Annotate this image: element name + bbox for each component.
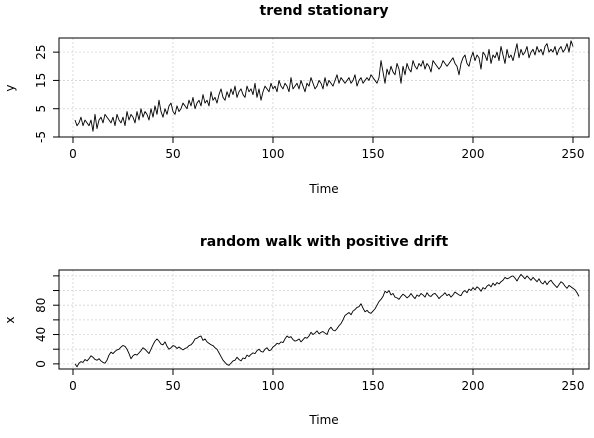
x-tick-label: 50 — [165, 379, 180, 393]
plot-frame — [58, 37, 590, 138]
x-tick-label: 0 — [69, 379, 77, 393]
y-axis: 0 40 80 — [34, 275, 59, 368]
x-tick-label: 150 — [362, 379, 385, 393]
x-tick-label: 100 — [262, 379, 285, 393]
x-tick-label: 150 — [362, 147, 385, 161]
y-tick-label: -5 — [34, 131, 48, 143]
x-tick-label: 200 — [462, 147, 485, 161]
y-tick-label: 25 — [34, 45, 48, 60]
x-tick-label: 50 — [165, 147, 180, 161]
x-tick-label: 250 — [562, 147, 585, 161]
x-axis-label: Time — [308, 413, 338, 427]
x-tick-label: 0 — [69, 147, 77, 161]
x-axis-label: Time — [308, 182, 338, 196]
y-tick-label: 80 — [34, 298, 48, 313]
chart-title: random walk with positive drift — [200, 234, 449, 250]
y-axis-label: y — [3, 84, 17, 91]
y-axis-label: x — [3, 316, 17, 323]
x-axis: 0 50 100 150 200 250 — [69, 369, 584, 393]
grid-lines — [59, 270, 589, 369]
y-tick-label: 40 — [34, 327, 48, 342]
y-tick-label: 15 — [34, 73, 48, 88]
y-tick-label: 0 — [34, 360, 48, 368]
chart-panel-random-walk: random walk with positive drift 0 50 100 15… — [3, 234, 590, 427]
series-line — [74, 273, 580, 368]
x-tick-label: 100 — [262, 147, 285, 161]
x-tick-label: 200 — [462, 379, 485, 393]
x-tick-label: 250 — [562, 379, 585, 393]
chart-panel-trend-stationary: trend stationary 0 50 100 150 200 250 -5 5 15 25… — [3, 3, 590, 196]
x-axis: 0 50 100 150 200 250 — [69, 137, 584, 161]
chart-title: trend stationary — [260, 3, 389, 19]
series-line — [74, 40, 574, 132]
y-axis: -5 5 15 25 — [34, 45, 59, 143]
grid-lines — [59, 38, 589, 138]
y-tick-label: 5 — [34, 105, 48, 113]
